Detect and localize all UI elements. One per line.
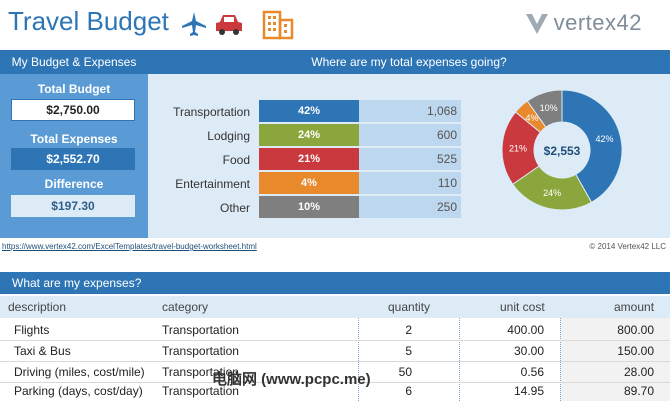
vertex42-logo-mark-icon [525, 14, 548, 35]
donut-label-entertainment: 4% [525, 113, 538, 123]
table-row[interactable]: Taxi & Bus Transportation 5 30.00 150.00 [0, 341, 670, 361]
column-header-quantity[interactable]: quantity [388, 300, 431, 314]
total-budget-input[interactable]: $2,750.00 [11, 99, 135, 121]
cell-description[interactable]: Taxi & Bus [14, 344, 71, 358]
cell-description[interactable]: Flights [14, 323, 50, 337]
column-header-unit-cost[interactable]: unit cost [500, 300, 545, 314]
building-icon [262, 10, 294, 40]
cell-unit-cost[interactable]: 400.00 [507, 323, 544, 337]
category-percent-entertainment: 4% [259, 172, 359, 194]
amount-column-background [560, 318, 670, 401]
category-percent-transportation: 42% [259, 100, 359, 122]
difference-value: $197.30 [11, 195, 135, 217]
cell-unit-cost[interactable]: 0.56 [520, 365, 544, 379]
category-label-transportation: Transportation [173, 105, 250, 119]
category-label-food: Food [222, 153, 250, 167]
total-expenses-label: Total Expenses [30, 132, 118, 146]
vertex42-logo: vertex42 [524, 10, 642, 36]
donut-label-lodging: 24% [543, 188, 561, 198]
category-percent-food: 21% [259, 148, 359, 170]
donut-label-other: 10% [540, 103, 558, 113]
donut-slice-other [526, 89, 563, 128]
cell-category[interactable]: Transportation [162, 344, 239, 358]
budget-summary-heading: My Budget & Expenses [0, 50, 148, 74]
expense-donut-chart: 42% 24% 21% 4%10% $2,553 [501, 89, 623, 211]
cell-amount: 150.00 [617, 344, 654, 358]
donut-label-food: 21% [509, 143, 527, 153]
cell-category[interactable]: Transportation [162, 365, 239, 379]
donut-label-transportation: 42% [596, 134, 614, 144]
row-divider [0, 361, 670, 362]
column-divider [358, 318, 359, 401]
cell-quantity[interactable]: 2 [405, 323, 412, 337]
table-row[interactable]: Parking (days, cost/day) Transportation … [0, 382, 670, 402]
table-row[interactable]: Flights Transportation 2 400.00 800.00 [0, 320, 670, 340]
watermark-text: 电脑网 (www.pcpc.me) [212, 371, 371, 388]
cell-quantity[interactable]: 6 [405, 384, 412, 398]
donut-slice-transportation [561, 89, 623, 203]
expense-breakdown-heading: Where are my total expenses going? [148, 50, 670, 74]
cell-amount: 800.00 [617, 323, 654, 337]
category-label-other: Other [219, 201, 250, 215]
cell-category[interactable]: Transportation [162, 384, 239, 398]
cell-unit-cost[interactable]: 14.95 [513, 384, 544, 398]
donut-center-total: $2,553 [544, 144, 581, 158]
category-amount-other: 250 [359, 196, 461, 218]
total-budget-label: Total Budget [37, 82, 111, 96]
cell-quantity[interactable]: 50 [398, 365, 412, 379]
category-label-lodging: Lodging [207, 129, 250, 143]
row-divider [0, 340, 670, 341]
column-divider [560, 318, 561, 401]
template-link[interactable]: https://www.vertex42.com/ExcelTemplates/… [2, 242, 257, 251]
total-expenses-value: $2,552.70 [11, 148, 135, 170]
column-header-description[interactable]: description [8, 300, 67, 314]
logo-text: vertex42 [553, 10, 642, 35]
category-amount-entertainment: 110 [359, 172, 461, 194]
table-row[interactable]: Driving (miles, cost/mile) Transportatio… [0, 362, 670, 382]
airplane-icon [182, 12, 206, 36]
category-amount-lodging: 600 [359, 124, 461, 146]
category-percent-other: 10% [259, 196, 359, 218]
copyright-text: © 2014 Vertex42 LLC [589, 242, 666, 251]
cell-description[interactable]: Driving (miles, cost/mile) [14, 365, 145, 379]
difference-label: Difference [44, 177, 104, 191]
cell-amount: 28.00 [623, 365, 654, 379]
column-header-amount[interactable]: amount [614, 300, 655, 314]
page-title: Travel Budget [8, 6, 169, 36]
category-amount-food: 525 [359, 148, 461, 170]
column-divider [459, 318, 460, 401]
category-percent-lodging: 24% [259, 124, 359, 146]
cell-unit-cost[interactable]: 30.00 [513, 344, 544, 358]
column-header-category[interactable]: category [162, 300, 209, 314]
car-icon [216, 15, 242, 35]
expenses-heading: What are my expenses? [0, 272, 670, 294]
row-divider [0, 382, 670, 383]
table-header [0, 296, 670, 318]
cell-amount: 89.70 [623, 384, 654, 398]
cell-category[interactable]: Transportation [162, 323, 239, 337]
category-label-entertainment: Entertainment [175, 177, 250, 191]
category-amount-transportation: 1,068 [359, 100, 461, 122]
cell-description[interactable]: Parking (days, cost/day) [14, 384, 143, 398]
cell-quantity[interactable]: 5 [405, 344, 412, 358]
